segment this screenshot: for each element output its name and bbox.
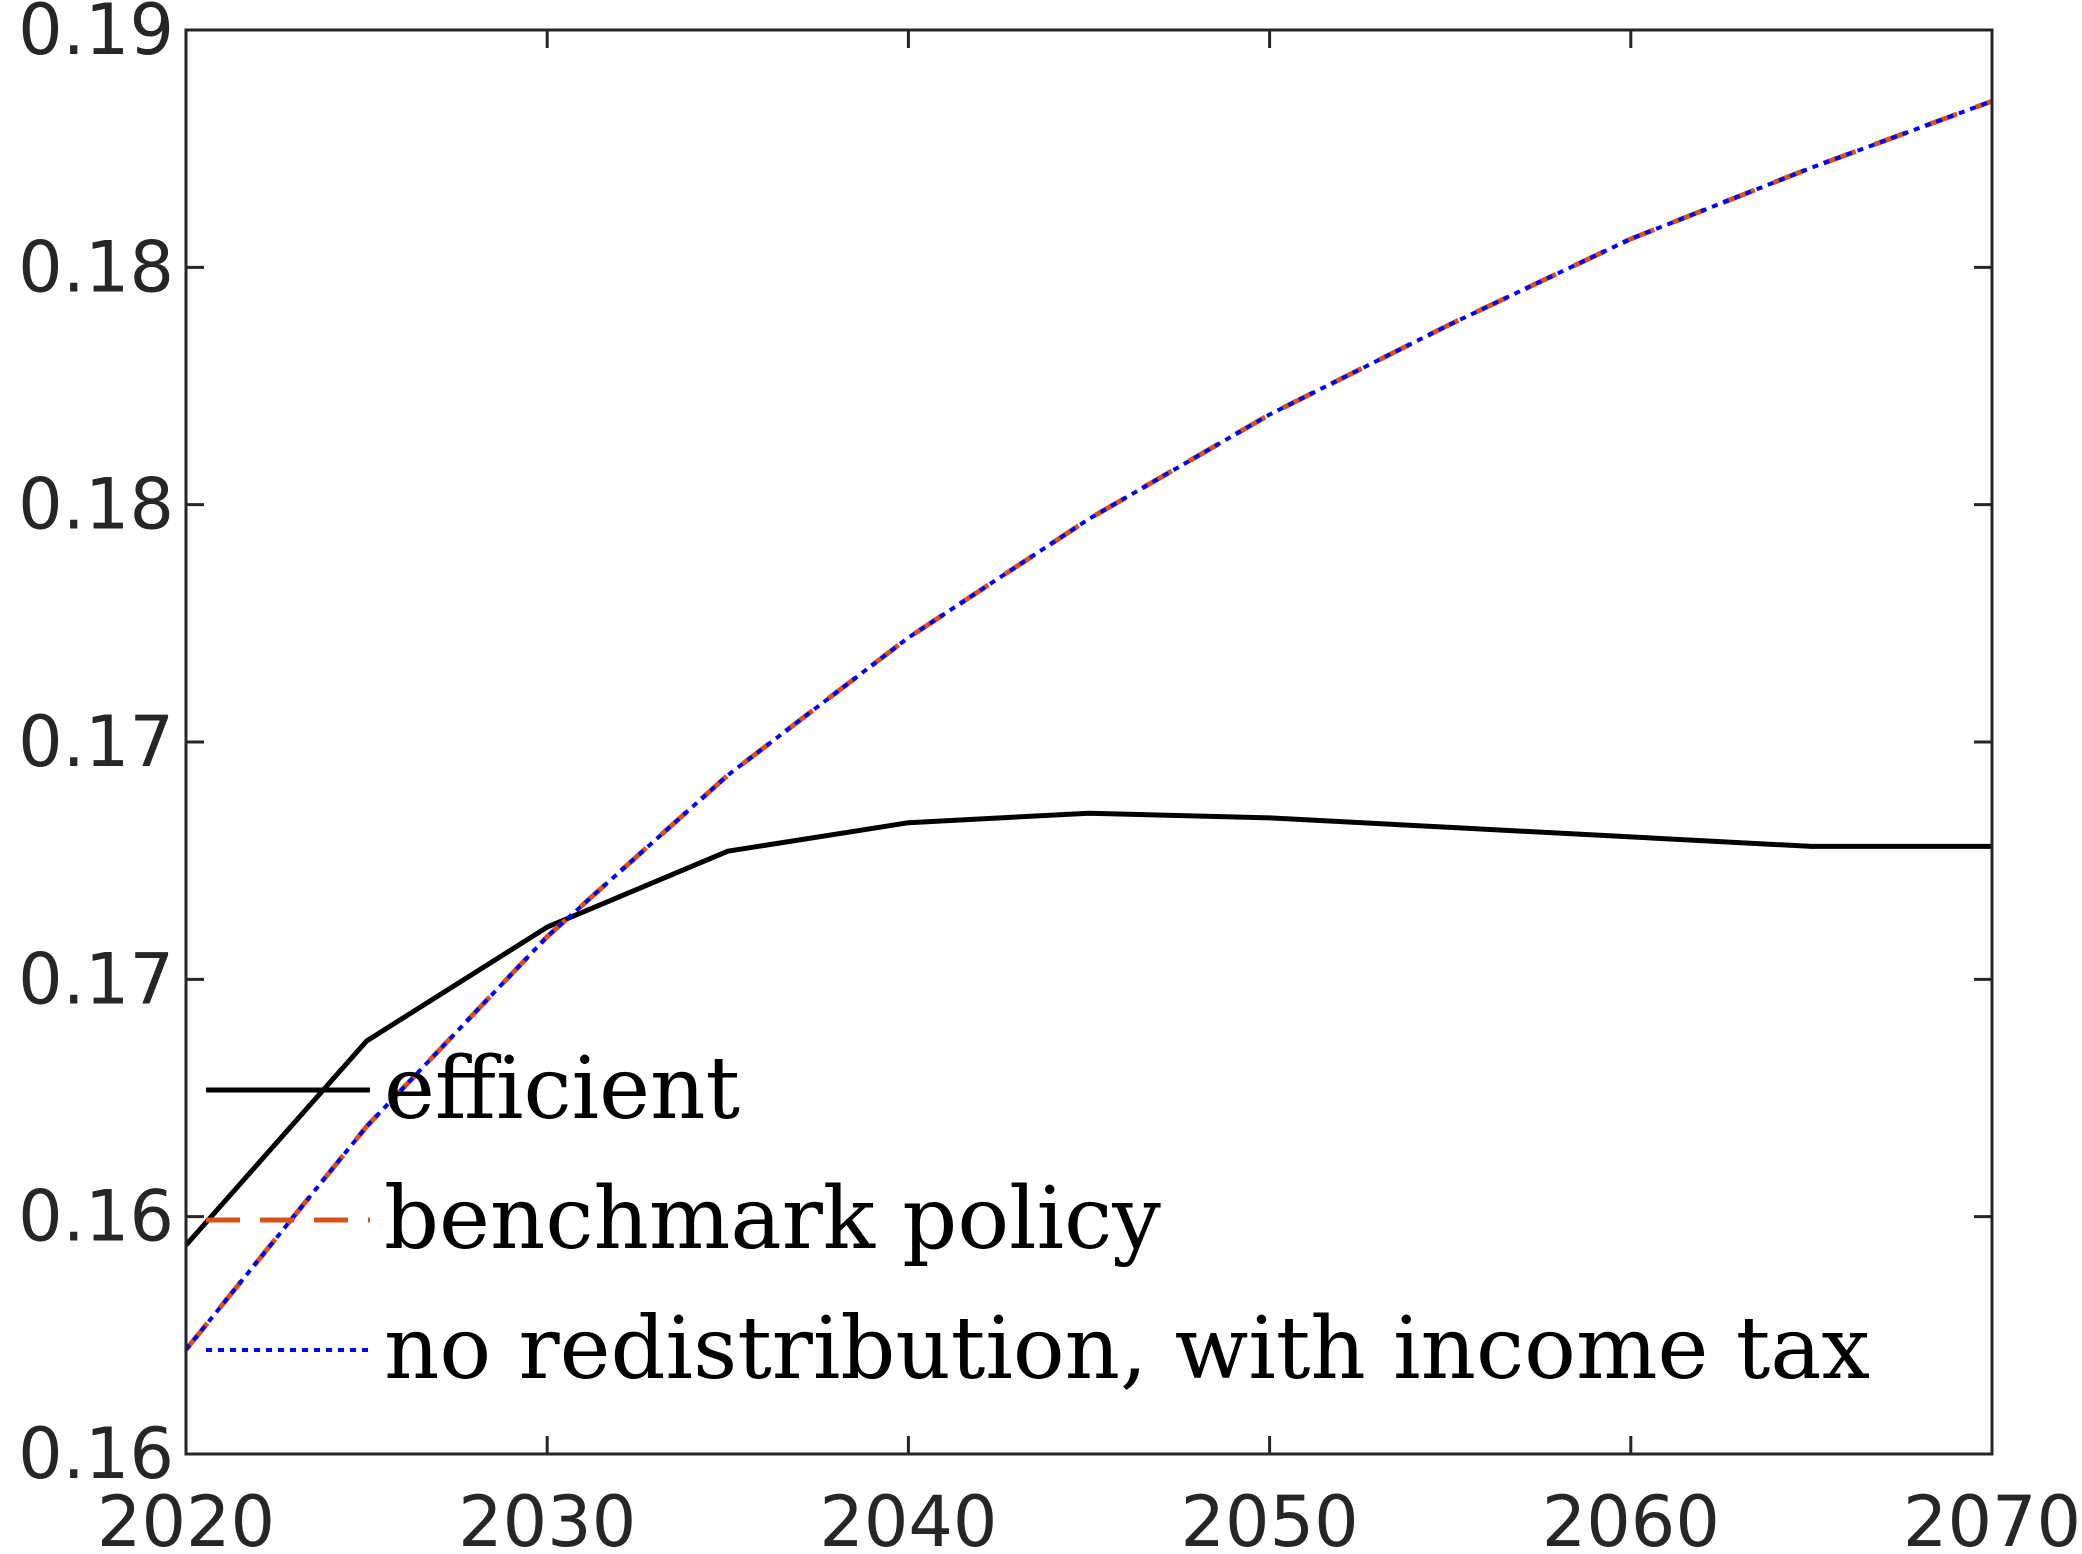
series-line-3 — [184, 99, 1993, 1351]
axes-layer: 2020 2030 2040 2050 2060 2070 0.16 0.16 0.17 0.17… — [18, 0, 2081, 1554]
y-tick-label: 0.19 — [18, 0, 174, 71]
y-tick-label: 0.18 — [18, 464, 174, 546]
x-tick-label: 2030 — [458, 1481, 636, 1554]
y-tick-label: 0.18 — [18, 226, 174, 308]
legend-label-1: efficient — [384, 1039, 740, 1139]
y-tick-label: 0.17 — [18, 701, 174, 783]
plot-area — [186, 30, 1992, 1454]
y-tick-label: 0.16 — [18, 1176, 174, 1258]
legend-label-2: benchmark policy — [384, 1169, 1161, 1269]
legend-label-3: no redistribution, with income tax — [384, 1299, 1870, 1399]
x-tick-label: 2070 — [1903, 1481, 2081, 1554]
x-tick-label: 2020 — [97, 1481, 275, 1554]
series-line-1 — [184, 810, 1992, 1247]
series-layer — [184, 98, 1993, 1352]
y-tick-label: 0.16 — [18, 1413, 174, 1495]
x-tick-label: 2060 — [1542, 1481, 1720, 1554]
y-tick-label: 0.17 — [18, 938, 174, 1020]
plot-background — [186, 30, 1992, 1454]
legend: efficient benchmark policy no redistributi… — [206, 1039, 1870, 1399]
x-tick-label: 2040 — [819, 1481, 997, 1554]
x-tick-label: 2050 — [1181, 1481, 1359, 1554]
